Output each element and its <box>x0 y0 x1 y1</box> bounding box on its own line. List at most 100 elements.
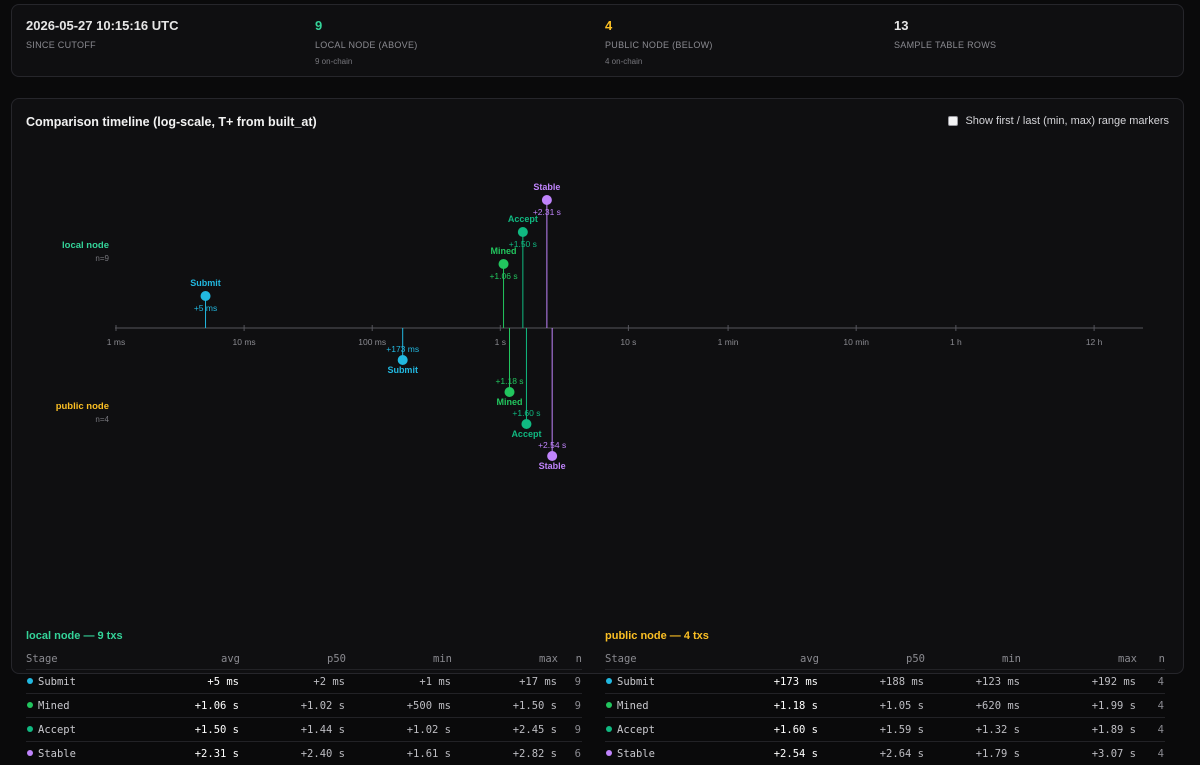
public-submit-name: Submit <box>387 365 418 375</box>
stat-label: LOCAL NODE (ABOVE) <box>315 40 418 50</box>
n-cell: 9 <box>558 694 582 718</box>
stage-cell: Mined <box>605 694 701 718</box>
p50-cell: +2 ms <box>240 670 346 694</box>
col-n: n <box>558 649 582 670</box>
stage-label: Mined <box>617 700 649 712</box>
local-table-title: local node — 9 txs <box>26 630 123 642</box>
avg-cell: +5 ms <box>118 670 240 694</box>
public-table-title: public node — 4 txs <box>605 630 709 642</box>
min-cell: +500 ms <box>346 694 452 718</box>
col-p50: p50 <box>819 649 925 670</box>
n-cell: 4 <box>1137 718 1165 742</box>
local-stable-name: Stable <box>533 182 560 192</box>
axis-tick-label: 12 h <box>1086 337 1103 347</box>
col-stage: Stage <box>26 649 118 670</box>
col-min: min <box>925 649 1021 670</box>
table-header-row: Stage avg p50 min max n <box>26 649 582 670</box>
stage-label: Submit <box>617 676 655 688</box>
stage-dot-icon <box>606 702 612 708</box>
col-avg: avg <box>701 649 819 670</box>
stage-label: Stable <box>617 748 655 760</box>
public-submit-value: +173 ms <box>386 344 419 354</box>
comparison-timeline-panel: Comparison timeline (log-scale, T+ from … <box>11 98 1184 674</box>
min-cell: +620 ms <box>925 694 1021 718</box>
avg-cell: +1.60 s <box>701 718 819 742</box>
col-n: n <box>1137 649 1165 670</box>
stage-cell: Accept <box>605 718 701 742</box>
max-cell: +1.99 s <box>1021 694 1137 718</box>
p50-cell: +1.02 s <box>240 694 346 718</box>
local-submit-name: Submit <box>190 278 221 288</box>
public-stable-value: +2.54 s <box>538 440 566 450</box>
stat-sublabel: 4 on-chain <box>605 57 713 66</box>
stage-dot-icon <box>606 750 612 756</box>
stat-since-cutoff: 2026-05-27 10:15:16 UTC SINCE CUTOFF <box>26 18 178 50</box>
axis-tick-label: 1 h <box>950 337 962 347</box>
p50-cell: +1.44 s <box>240 718 346 742</box>
local-lane-label: local node <box>62 240 109 251</box>
public-mined-marker[interactable] <box>505 387 515 397</box>
stat-label: SINCE CUTOFF <box>26 40 178 50</box>
stage-dot-icon <box>606 726 612 732</box>
local-stable-value: +2.31 s <box>533 207 561 217</box>
stage-cell: Mined <box>26 694 118 718</box>
stage-dot-icon <box>27 702 33 708</box>
public-accept-name: Accept <box>511 429 541 439</box>
stat-sample-rows: 13 SAMPLE TABLE ROWS <box>894 18 996 50</box>
avg-cell: +1.18 s <box>701 694 819 718</box>
min-cell: +1.61 s <box>346 742 452 765</box>
min-cell: +123 ms <box>925 670 1021 694</box>
stat-value: 13 <box>894 18 996 33</box>
max-cell: +3.07 s <box>1021 742 1137 765</box>
local-submit-marker[interactable] <box>201 291 211 301</box>
stage-cell: Accept <box>26 718 118 742</box>
table-header-row: Stage avg p50 min max n <box>605 649 1165 670</box>
p50-cell: +2.40 s <box>240 742 346 765</box>
avg-cell: +2.54 s <box>701 742 819 765</box>
local-accept-marker[interactable] <box>518 227 528 237</box>
public-stable-marker[interactable] <box>547 451 557 461</box>
summary-stats-card: 2026-05-27 10:15:16 UTC SINCE CUTOFF 9 L… <box>11 4 1184 77</box>
axis-tick-label: 1 ms <box>107 337 125 347</box>
public-accept-marker[interactable] <box>521 419 531 429</box>
n-cell: 4 <box>1137 742 1165 765</box>
stage-cell: Submit <box>26 670 118 694</box>
stage-label: Accept <box>617 724 655 736</box>
stat-value: 2026-05-27 10:15:16 UTC <box>26 18 178 33</box>
public-lane-count: n=4 <box>95 415 109 424</box>
stage-dot-icon <box>27 726 33 732</box>
stat-local-node: 9 LOCAL NODE (ABOVE) 9 on-chain <box>315 18 418 66</box>
n-cell: 9 <box>558 718 582 742</box>
stage-dot-icon <box>27 678 33 684</box>
public-stage-table: Stage avg p50 min max n Submit+173 ms+18… <box>605 649 1165 765</box>
col-max: max <box>1021 649 1137 670</box>
public-stable-name: Stable <box>539 461 566 471</box>
p50-cell: +2.64 s <box>819 742 925 765</box>
n-cell: 6 <box>558 742 582 765</box>
min-cell: +1.02 s <box>346 718 452 742</box>
p50-cell: +188 ms <box>819 670 925 694</box>
public-submit-marker[interactable] <box>398 355 408 365</box>
stage-label: Submit <box>38 676 76 688</box>
stage-cell: Stable <box>605 742 701 765</box>
local-mined-marker[interactable] <box>499 259 509 269</box>
max-cell: +1.50 s <box>452 694 558 718</box>
avg-cell: +1.50 s <box>118 718 240 742</box>
min-cell: +1 ms <box>346 670 452 694</box>
local-stable-marker[interactable] <box>542 195 552 205</box>
stage-label: Accept <box>38 724 76 736</box>
axis-tick-label: 100 ms <box>358 337 386 347</box>
stage-label: Mined <box>38 700 70 712</box>
col-max: max <box>452 649 558 670</box>
local-accept-value: +1.50 s <box>509 239 537 249</box>
